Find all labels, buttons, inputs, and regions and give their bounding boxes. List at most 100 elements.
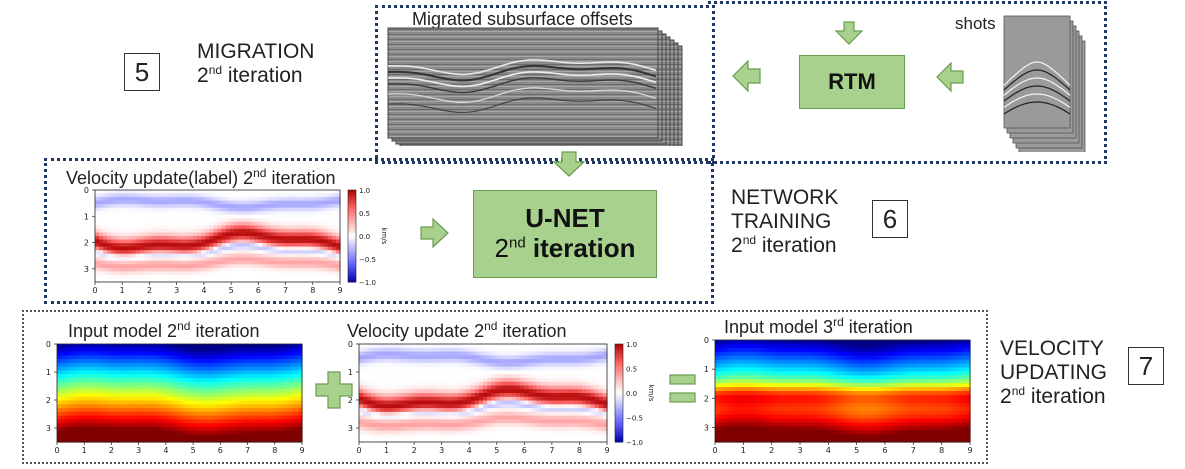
heatmap-cell [273,404,279,409]
heatmap-cell [565,411,571,417]
heatmap-cell [118,434,123,439]
heatmap-cell [208,423,213,428]
heatmap-cell [503,351,509,356]
heatmap-cell [375,419,381,424]
heatmap-cell [281,419,287,424]
heatmap-cell [266,214,272,219]
heatmap-cell [156,274,161,280]
heatmap-cell [152,250,157,255]
heatmap-cell [237,228,243,234]
heatmap-cell [232,423,238,428]
heatmap-cell [139,274,145,280]
heatmap-cell [383,393,389,398]
heatmap-cell [236,434,242,439]
heatmap-cell [163,423,168,428]
heatmap-cell [262,207,268,212]
heatmap-cell [503,404,509,409]
heatmap-cell [315,193,321,198]
heatmap-cell [582,400,587,405]
heatmap-cell [167,347,172,353]
heatmap-cell [281,347,287,353]
heatmap-cell [250,207,255,212]
heatmap-cell [201,211,206,216]
heatmap-cell [578,423,583,428]
heatmap-cell [134,400,140,405]
heatmap-cell [244,400,250,405]
heatmap-cell [359,370,364,375]
heatmap-cell [236,404,242,409]
heatmap-cell [65,347,70,353]
heatmap-cell [144,207,149,212]
heatmap-cell [193,278,198,283]
heatmap-cell [602,377,608,383]
heatmap-cell [269,347,275,353]
heatmap-cell [146,355,152,360]
heatmap-cell [495,370,501,375]
heatmap-cell [557,426,563,432]
heatmap-cells [715,340,971,443]
heatmap-cell [520,374,525,379]
heatmap-cell [441,396,447,402]
heatmap-cell [392,389,397,394]
heatmap-cell [536,351,542,356]
heatmap-cell [590,438,596,443]
heatmap-cell [266,246,272,251]
heatmap-cell [458,385,463,390]
heatmap-cell [73,415,79,420]
x-tick-label: 7 [245,446,250,455]
heatmap-cell [135,193,141,198]
heatmap-cell [723,343,729,349]
heatmap-cell [433,370,439,375]
heatmap-cell [594,347,600,353]
heatmap-cell [277,426,283,432]
heatmap-cell [114,411,119,417]
heatmap-cell [262,228,268,234]
heatmap-cell [236,393,242,398]
heatmap-cell [250,190,255,195]
heatmap-cell [228,370,234,375]
heatmap-cell [536,400,542,405]
heatmap-cell [233,278,239,283]
heatmap-cell [209,271,215,276]
heatmap-cell [115,260,121,265]
heatmap-cell [524,347,530,353]
heatmap-cell [445,370,451,375]
heatmap-cell [184,225,190,230]
heatmap-cell [233,214,239,219]
heatmap-cell [299,271,304,276]
heatmap-cell [266,260,272,265]
heatmap-cell [73,404,79,409]
heatmap-cell [135,214,141,219]
colorbar-cell [348,192,356,196]
heatmap-cell [503,355,509,360]
heatmap-cell [433,434,439,439]
heatmap-cell [392,393,397,398]
heatmap-cell [250,214,255,219]
heatmap-cell [65,359,70,364]
heatmap-cell [586,438,592,443]
heatmap-cell [483,351,488,356]
heatmap-cell [586,355,592,360]
heatmap-cell [138,426,144,432]
heatmap-cell [139,264,145,269]
heatmap-cell [273,381,279,387]
heatmap-cell [516,389,521,394]
heatmap-cell [193,218,198,223]
heatmap-cell [495,351,501,356]
heatmap-cell [85,430,91,436]
heatmap-cell [228,344,234,349]
heatmap-cell [85,400,91,405]
heatmap-cell [582,366,587,371]
heatmap-cell [549,344,554,349]
heatmap-cell [462,400,468,405]
heatmap-cell [578,377,583,383]
heatmap-cell [262,214,268,219]
heatmap-cell [454,355,459,360]
heatmap-cell [199,347,205,353]
heatmap-cell [315,218,321,223]
heatmap-cell [274,246,280,251]
heatmap-cell [163,366,168,371]
heatmap-cell [118,377,123,383]
heatmap-cell [175,415,181,420]
heatmap-cell [176,246,182,251]
